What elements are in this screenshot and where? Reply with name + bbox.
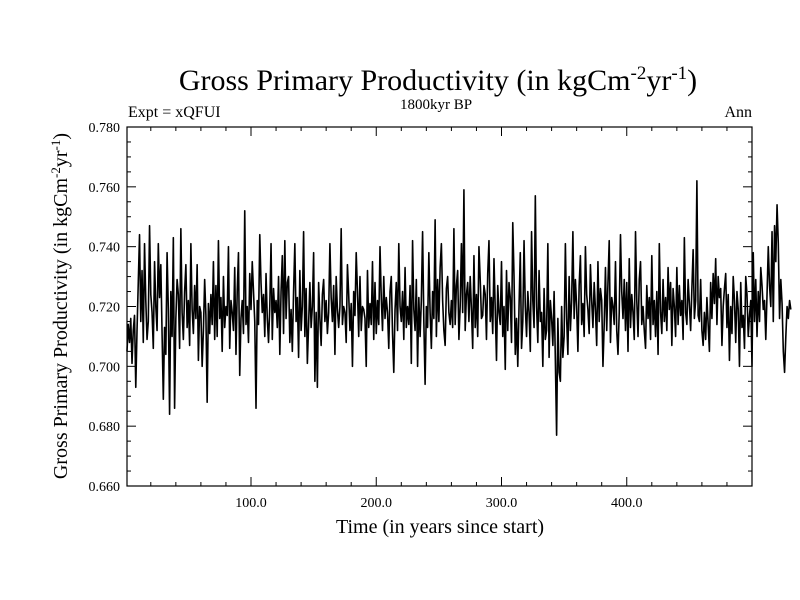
y-tick-label: 0.680: [89, 420, 121, 435]
plot-frame: [126, 126, 753, 487]
x-tick-label: 400.0: [611, 496, 643, 511]
y-tick-label: 0.760: [89, 181, 121, 196]
y-tick-label: 0.740: [89, 241, 121, 256]
x-axis-label: Time (in years since start): [336, 516, 544, 538]
subtitle-season: Ann: [724, 104, 752, 121]
y-tick-label: 0.700: [89, 360, 121, 375]
y-tick-label: 0.660: [89, 480, 121, 495]
x-tick-label: 200.0: [360, 496, 392, 511]
y-axis-label: Gross Primary Productivity (in kgCm-2yr-…: [48, 133, 72, 479]
x-tick-label: 300.0: [486, 496, 518, 511]
y-tick-label: 0.780: [89, 121, 121, 136]
subtitle-period: 1800kyr BP: [400, 97, 472, 113]
subtitle-experiment: Expt = xQFUI: [128, 104, 221, 121]
x-tick-label: 100.0: [235, 496, 267, 511]
y-axis-ticks: 0.660 0.680 0.700 0.720 0.740 0.760 0.780: [89, 121, 752, 495]
series-line-gpp: [126, 180, 792, 436]
chart-title: Gross Primary Productivity (in kgCm-2yr-…: [179, 63, 697, 97]
x-axis-ticks: 100.0 200.0 300.0 400.0: [150, 127, 728, 511]
y-tick-label: 0.720: [89, 301, 121, 316]
